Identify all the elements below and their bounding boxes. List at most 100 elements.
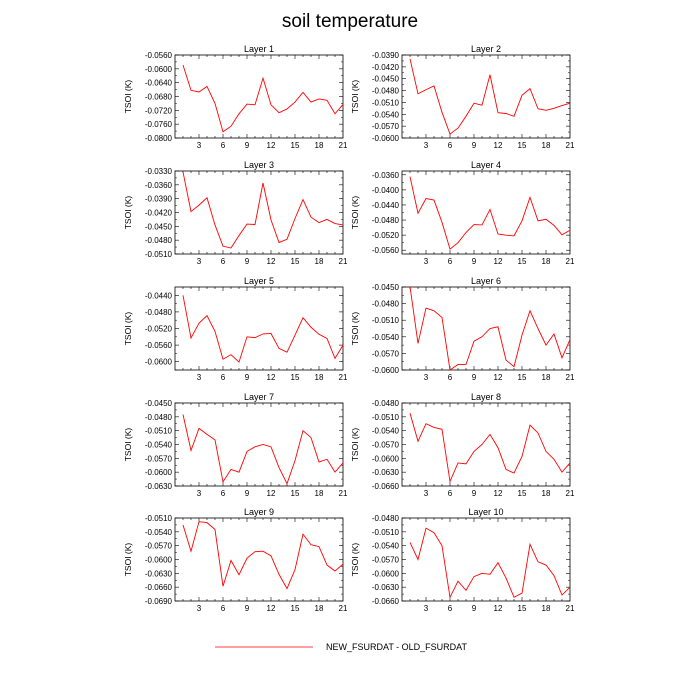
y-tick-label: -0.0540 <box>372 333 400 342</box>
y-tick-label: -0.0600 <box>145 358 173 367</box>
x-tick-label: 3 <box>424 604 429 613</box>
series-line <box>182 295 344 363</box>
x-tick-label: 6 <box>448 373 453 382</box>
series-line <box>409 286 571 371</box>
x-tick-label: 6 <box>448 489 453 498</box>
plot-frame <box>174 517 344 602</box>
x-tick-label: 15 <box>518 257 527 266</box>
y-tick-label: -0.0570 <box>145 542 173 551</box>
legend-label: NEW_FSURDAT - OLD_FSURDAT <box>326 642 468 652</box>
x-tick-label: 18 <box>542 373 551 382</box>
y-tick-label: -0.0480 <box>372 514 400 523</box>
x-tick-label: 15 <box>291 141 300 150</box>
y-tick-label: -0.0510 <box>372 316 400 325</box>
y-tick-label: -0.0600 <box>145 556 173 565</box>
x-tick-label: 12 <box>494 489 503 498</box>
y-tick-label: -0.0510 <box>145 514 173 523</box>
series-line <box>182 64 344 133</box>
y-tick-label: -0.0520 <box>372 231 400 240</box>
y-tick-label: -0.0680 <box>145 93 173 102</box>
y-tick-label: -0.0480 <box>372 87 400 96</box>
y-tick-label: -0.0480 <box>145 236 173 245</box>
y-tick-label: -0.0600 <box>372 454 400 463</box>
x-tick-label: 9 <box>472 141 477 150</box>
y-tick-label: -0.0360 <box>372 171 400 180</box>
plot-frame <box>401 54 571 139</box>
plot-frame <box>401 517 571 602</box>
y-tick-label: -0.0630 <box>372 583 400 592</box>
x-tick-label: 3 <box>424 257 429 266</box>
y-tick-label: -0.0390 <box>372 51 400 60</box>
x-tick-label: 18 <box>315 373 324 382</box>
y-tick-label: -0.0360 <box>145 181 173 190</box>
y-tick-label: -0.0330 <box>145 167 173 176</box>
x-tick-label: 18 <box>542 489 551 498</box>
x-tick-label: 9 <box>472 489 477 498</box>
x-tick-label: 9 <box>472 604 477 613</box>
x-tick-label: 21 <box>566 489 575 498</box>
y-tick-label: -0.0560 <box>145 341 173 350</box>
y-tick-label: -0.0760 <box>145 120 173 129</box>
x-tick-label: 18 <box>542 257 551 266</box>
y-tick-label: -0.0450 <box>372 283 400 292</box>
x-tick-label: 15 <box>518 489 527 498</box>
figure-title: soil temperature <box>282 11 418 32</box>
x-tick-label: 12 <box>267 604 276 613</box>
x-tick-label: 12 <box>267 373 276 382</box>
panel-layer-5: Layer 5 3 6 9 12 15 18 21 -0.0440 -0.0480 -0.0520 -… <box>123 276 348 382</box>
y-tick-label: -0.0450 <box>145 399 173 408</box>
x-tick-label: 6 <box>221 489 226 498</box>
y-tick-label: -0.0570 <box>145 454 173 463</box>
y-tick-label: -0.0510 <box>372 413 400 422</box>
y-tick-label: -0.0480 <box>372 300 400 309</box>
x-tick-label: 21 <box>566 373 575 382</box>
y-tick-label: -0.0440 <box>372 201 400 210</box>
x-tick-label: 18 <box>542 141 551 150</box>
x-tick-label: 21 <box>339 141 348 150</box>
series-line <box>409 527 571 599</box>
x-tick-label: 18 <box>542 604 551 613</box>
y-tick-label: -0.0600 <box>372 569 400 578</box>
plot-frame <box>401 286 571 371</box>
y-axis-label: TSOI (K) <box>350 312 360 346</box>
plot-frame <box>174 286 344 371</box>
y-tick-label: -0.0540 <box>145 528 173 537</box>
panel-layer-9: Layer 9 3 6 9 12 15 18 21 -0.0510 -0.0540 -0.0570 -… <box>123 507 348 613</box>
panel-title: Layer 3 <box>244 160 274 170</box>
x-tick-label: 9 <box>472 257 477 266</box>
y-tick-label: -0.0640 <box>145 79 173 88</box>
y-tick-label: -0.0540 <box>372 110 400 119</box>
y-tick-label: -0.0630 <box>145 482 173 491</box>
y-axis-label: TSOI (K) <box>123 196 133 230</box>
y-tick-label: -0.0570 <box>372 122 400 131</box>
series-line <box>409 176 571 250</box>
panel-title: Layer 9 <box>244 507 274 517</box>
x-tick-label: 3 <box>424 489 429 498</box>
y-tick-label: -0.0480 <box>372 399 400 408</box>
x-tick-label: 18 <box>315 257 324 266</box>
x-tick-label: 6 <box>221 373 226 382</box>
plot-frame <box>174 402 344 487</box>
series-line <box>409 58 571 135</box>
y-tick-label: -0.0600 <box>145 65 173 74</box>
series-line <box>409 413 571 484</box>
series-line <box>182 171 344 249</box>
y-tick-label: -0.0570 <box>372 441 400 450</box>
y-tick-label: -0.0690 <box>145 597 173 606</box>
panel-title: Layer 8 <box>471 392 501 402</box>
y-tick-label: -0.0510 <box>145 250 173 259</box>
plot-frame <box>401 170 571 255</box>
y-tick-label: -0.0800 <box>145 134 173 143</box>
y-tick-label: -0.0560 <box>372 246 400 255</box>
y-axis-label: TSOI (K) <box>123 428 133 462</box>
y-tick-label: -0.0510 <box>372 98 400 107</box>
y-tick-label: -0.0720 <box>145 106 173 115</box>
y-axis-label: TSOI (K) <box>350 196 360 230</box>
y-tick-label: -0.0540 <box>372 427 400 436</box>
panel-title: Layer 10 <box>468 507 503 517</box>
x-tick-label: 6 <box>448 257 453 266</box>
x-tick-label: 12 <box>494 257 503 266</box>
x-tick-label: 12 <box>494 141 503 150</box>
y-axis-label: TSOI (K) <box>123 543 133 577</box>
panel-title: Layer 1 <box>244 44 274 54</box>
